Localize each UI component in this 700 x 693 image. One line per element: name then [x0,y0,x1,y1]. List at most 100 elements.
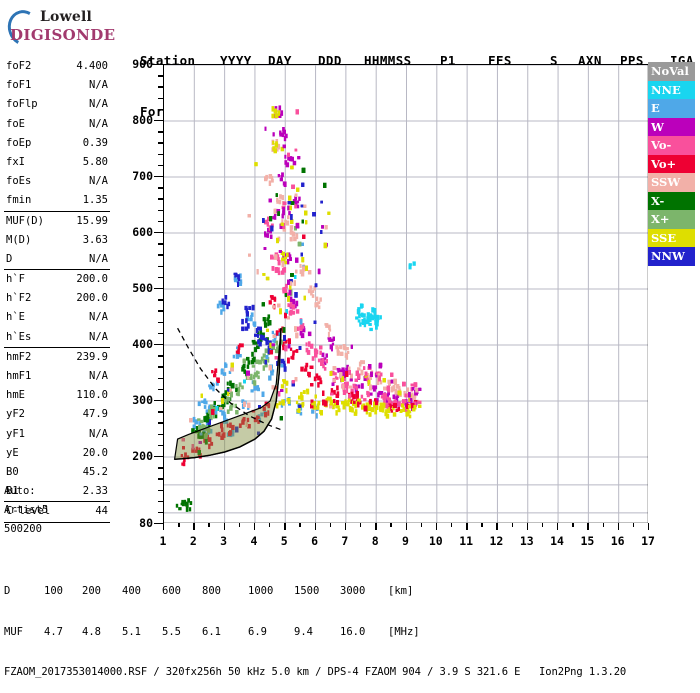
x-axis-tick [314,523,316,530]
legend-item-noval[interactable]: NoVal [648,62,695,81]
x-axis-tick [375,523,377,530]
param-key: foEp [6,136,32,149]
ionogram-plot-area[interactable] [163,64,648,523]
param-row: hmE 110.0 [4,386,110,405]
y-axis-tick [154,288,163,290]
x-axis-minor-tick [299,523,301,527]
header-label-s: S [550,53,558,68]
y-axis-tick [158,97,163,99]
param-row: foE N/A [4,115,110,134]
y-axis-tick [158,433,163,435]
param-value: 200.0 [76,292,108,305]
legend-item-vo[interactable]: Vo- [648,136,695,155]
param-value: 1.35 [82,194,108,207]
y-axis-tick [158,198,163,200]
y-axis-tick [158,467,163,469]
legend-item-w[interactable]: W [648,117,695,136]
x-axis-tick [405,523,407,530]
param-value: N/A [89,98,108,111]
x-axis-tick [496,523,498,530]
param-value: 4.400 [76,60,108,72]
legend-item-ssw[interactable]: SSW [648,173,695,192]
y-axis-tick [158,511,163,514]
y-axis-tick [158,422,163,424]
y-axis-label-900: 900 [132,57,153,71]
x-axis-tick [163,523,165,530]
x-axis-label-12: 12 [489,534,504,548]
legend-item-vo[interactable]: Vo+ [648,154,695,173]
muf-cell: 5.1 [122,625,141,638]
y-axis-tick [158,243,163,245]
param-key: foE [6,117,25,130]
x-axis-tick [617,523,620,530]
x-axis-label-7: 7 [341,534,349,548]
y-axis-tick [158,254,163,256]
param-key: B1 [6,485,19,498]
y-axis-tick [158,209,163,211]
y-axis-label-80: 80 [139,516,153,530]
y-axis-label-400: 400 [132,337,153,351]
legend-item-nne[interactable]: NNE [648,80,695,99]
ionogram-scatter-points [175,105,422,512]
param-value: 200.0 [76,273,108,286]
param-value: 0.39 [82,136,108,149]
muf-cell: MUF [4,625,23,638]
x-axis-tick [587,523,589,530]
y-axis-tick [158,75,163,77]
y-axis-tick [154,176,163,178]
muf-cell: 4.8 [82,625,101,638]
y-axis-tick [158,332,163,335]
param-row: D N/A [4,250,110,271]
y-axis-tick [158,131,163,133]
y-axis-tick [158,411,163,413]
param-key: yE [6,446,19,459]
lowell-digisonde-logo: Lowell DIGISONDE [3,5,124,51]
x-axis-minor-tick [602,523,604,527]
param-row: foEs N/A [4,172,110,191]
footer-info: D 100 200 400 600 800 1000 1500 3000 [km] MUF 4.7 4… [4,558,626,693]
legend-item-x[interactable]: X+ [648,210,695,229]
x-axis-tick [284,523,286,530]
y-axis-tick [158,220,163,223]
x-axis-minor-tick [450,523,453,527]
x-axis-minor-tick [269,523,271,527]
param-key: fxI [6,155,25,168]
distance-cell: 400 [122,585,141,597]
param-row: h`Es N/A [4,328,110,348]
legend-item-e[interactable]: E [648,99,695,118]
y-axis-tick [158,489,163,491]
auto-code: 500200 [4,523,42,536]
x-axis-label-16: 16 [610,534,625,548]
param-value: N/A [89,330,108,343]
legend-item-x[interactable]: X- [648,191,695,210]
x-axis-label-5: 5 [280,534,288,548]
y-axis-label-200: 200 [132,449,153,463]
param-key: MUF(D) [6,214,44,227]
x-axis-minor-tick [178,523,180,527]
y-axis-tick [158,299,163,301]
x-axis-minor-tick [238,523,241,527]
param-key: foF1 [6,79,32,92]
param-row: M(D) 3.63 [4,231,110,250]
logo-brand-top: Lowell [40,9,92,25]
y-axis-tick [158,265,163,267]
legend-item-nnw[interactable]: NNW [648,247,695,266]
param-value: 3.63 [82,233,108,246]
legend-item-sse[interactable]: SSE [648,228,695,247]
x-axis-tick [435,523,438,530]
param-row: foF2 4.400 [4,57,110,76]
muf-frequency-row: MUF 4.7 4.8 5.1 5.5 6.1 6.9 9.4 16.0 [MHz] [4,626,626,640]
param-value: N/A [89,311,108,324]
muf-cell: 5.5 [162,625,181,638]
x-axis-label-9: 9 [402,534,409,548]
x-axis-tick [193,523,195,530]
polarization-direction-legend[interactable]: NoVal NNE E W Vo- Vo+ SSW X- X+ SSE NNW [648,62,695,266]
param-key: foFlp [6,98,38,111]
param-key: h`E [6,311,25,324]
param-row: h`F 200.0 [4,270,110,289]
y-axis-label-300: 300 [132,393,153,407]
param-row: foFlp N/A [4,95,110,114]
y-axis-label-700: 700 [132,169,153,183]
param-value: N/A [89,427,108,440]
param-key: hmE [6,389,25,402]
